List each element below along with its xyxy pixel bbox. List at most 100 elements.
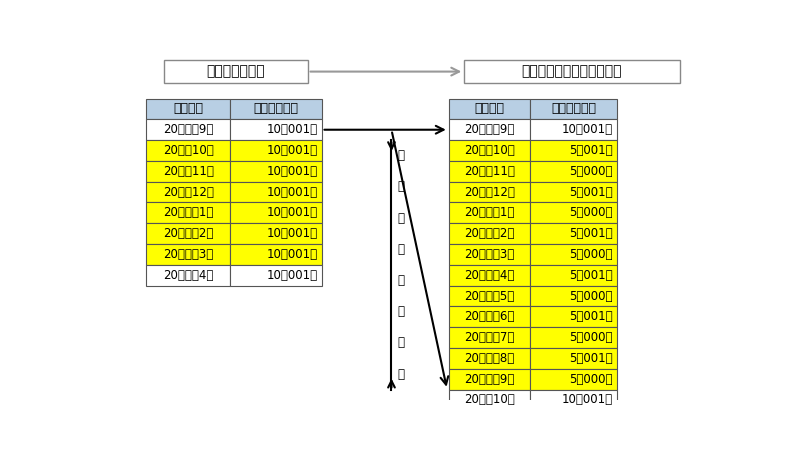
Polygon shape — [530, 119, 617, 140]
Text: 10，001円: 10，001円 — [267, 144, 318, 157]
Text: 20＊＊　2月: 20＊＊ 2月 — [163, 227, 213, 240]
Text: 20＊＊　4月: 20＊＊ 4月 — [163, 269, 213, 282]
Polygon shape — [530, 244, 617, 265]
Text: 支払割賦金額: 支払割賦金額 — [551, 102, 596, 115]
Polygon shape — [230, 244, 322, 265]
Text: 20＊＊　1月: 20＊＊ 1月 — [163, 207, 213, 220]
Polygon shape — [449, 369, 530, 390]
Polygon shape — [449, 182, 530, 202]
Polygon shape — [530, 390, 617, 410]
Polygon shape — [530, 223, 617, 244]
Text: 返: 返 — [397, 211, 405, 224]
Text: 5，000円: 5，000円 — [570, 165, 613, 178]
Polygon shape — [230, 119, 322, 140]
Polygon shape — [230, 202, 322, 223]
Polygon shape — [146, 223, 230, 244]
Polygon shape — [146, 202, 230, 223]
Text: 20＊＊　9月: 20＊＊ 9月 — [464, 123, 515, 136]
Text: 還: 還 — [397, 243, 405, 256]
Text: 5，000円: 5，000円 — [570, 207, 613, 220]
Polygon shape — [464, 60, 680, 83]
Text: 5，001円: 5，001円 — [569, 227, 613, 240]
Polygon shape — [146, 244, 230, 265]
Polygon shape — [230, 182, 322, 202]
Text: 20＊＊10月: 20＊＊10月 — [464, 144, 515, 157]
Polygon shape — [449, 140, 530, 161]
Text: 用: 用 — [397, 305, 405, 318]
Text: 10，001円: 10，001円 — [562, 123, 613, 136]
Polygon shape — [530, 369, 617, 390]
Polygon shape — [449, 390, 530, 410]
Polygon shape — [449, 223, 530, 244]
Text: 20＊＊　2月: 20＊＊ 2月 — [464, 227, 515, 240]
Text: 額: 額 — [397, 180, 405, 194]
Text: 10，001円: 10，001円 — [562, 393, 613, 406]
Polygon shape — [530, 202, 617, 223]
Polygon shape — [530, 286, 617, 306]
Text: 10，001円: 10，001円 — [267, 185, 318, 198]
Polygon shape — [449, 327, 530, 348]
Polygon shape — [530, 161, 617, 182]
Text: 20＊＊　6月: 20＊＊ 6月 — [464, 310, 515, 323]
Text: 20＊＊　8月: 20＊＊ 8月 — [464, 352, 515, 365]
Polygon shape — [230, 98, 322, 119]
Polygon shape — [530, 327, 617, 348]
Polygon shape — [449, 306, 530, 327]
Text: 20＊＊　4月: 20＊＊ 4月 — [464, 269, 515, 282]
Text: 5，000円: 5，000円 — [570, 373, 613, 386]
Polygon shape — [449, 202, 530, 223]
Polygon shape — [146, 98, 230, 119]
Text: 5，000円: 5，000円 — [570, 290, 613, 303]
Text: 5，001円: 5，001円 — [569, 310, 613, 323]
Text: 5，001円: 5，001円 — [569, 144, 613, 157]
Text: 10，001円: 10，001円 — [267, 248, 318, 261]
Polygon shape — [230, 223, 322, 244]
Text: 支払割賦金額: 支払割賦金額 — [253, 102, 298, 115]
Text: 減額返還適用後の返還計画: 減額返還適用後の返還計画 — [522, 65, 623, 79]
Polygon shape — [146, 161, 230, 182]
Text: 適: 適 — [397, 274, 405, 287]
Polygon shape — [530, 265, 617, 286]
Polygon shape — [530, 98, 617, 119]
Polygon shape — [230, 140, 322, 161]
Polygon shape — [146, 265, 230, 286]
Polygon shape — [449, 98, 530, 119]
Text: 20＊＊12月: 20＊＊12月 — [163, 185, 214, 198]
Text: 20＊＊　3月: 20＊＊ 3月 — [163, 248, 213, 261]
Text: 20＊＊　3月: 20＊＊ 3月 — [464, 248, 515, 261]
Text: 20＊＊　9月: 20＊＊ 9月 — [163, 123, 213, 136]
Polygon shape — [449, 119, 530, 140]
Text: 20＊＊　1月: 20＊＊ 1月 — [464, 207, 515, 220]
Text: 20＊＊　9月: 20＊＊ 9月 — [464, 373, 515, 386]
Polygon shape — [230, 265, 322, 286]
Text: 20＊＊12月: 20＊＊12月 — [464, 185, 515, 198]
Text: 20＊＊　5月: 20＊＊ 5月 — [464, 290, 515, 303]
Polygon shape — [449, 348, 530, 369]
Text: 10，001円: 10，001円 — [267, 227, 318, 240]
Polygon shape — [530, 306, 617, 327]
Polygon shape — [146, 140, 230, 161]
Polygon shape — [146, 182, 230, 202]
Polygon shape — [230, 161, 322, 182]
Polygon shape — [530, 140, 617, 161]
Text: 返還期日: 返還期日 — [475, 102, 504, 115]
Text: 5，001円: 5，001円 — [569, 185, 613, 198]
Polygon shape — [530, 348, 617, 369]
Text: 5，001円: 5，001円 — [569, 352, 613, 365]
Polygon shape — [530, 182, 617, 202]
Text: 間: 間 — [397, 368, 405, 380]
Text: 返還期日: 返還期日 — [173, 102, 203, 115]
Polygon shape — [449, 244, 530, 265]
Text: 20＊＊10月: 20＊＊10月 — [163, 144, 213, 157]
Text: 期: 期 — [397, 336, 405, 349]
Text: 当初の返還計画: 当初の返還計画 — [207, 65, 265, 79]
Text: 10，001円: 10，001円 — [267, 207, 318, 220]
Text: 10，001円: 10，001円 — [267, 165, 318, 178]
Text: 10，001円: 10，001円 — [267, 269, 318, 282]
Polygon shape — [449, 286, 530, 306]
Text: 20＊＊11月: 20＊＊11月 — [464, 165, 515, 178]
Text: 10，001円: 10，001円 — [267, 123, 318, 136]
Text: 5，001円: 5，001円 — [569, 269, 613, 282]
Text: 5，000円: 5，000円 — [570, 331, 613, 344]
Text: 20＊＊　7月: 20＊＊ 7月 — [464, 331, 515, 344]
